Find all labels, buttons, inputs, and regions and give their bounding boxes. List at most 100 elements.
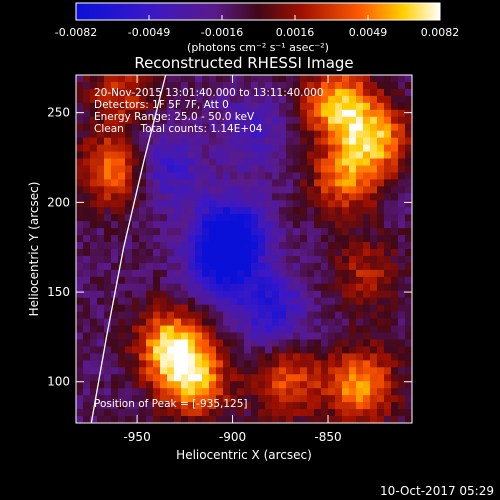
heatmap-cell [209,339,217,348]
heatmap-cell [104,332,112,341]
heatmap-cell [90,214,98,222]
heatmap-cell [272,346,280,354]
heatmap-cell [335,165,343,174]
heatmap-cell [118,123,126,132]
heatmap-cell [244,339,252,348]
heatmap-cell [321,228,329,236]
heatmap-cell [258,367,266,375]
heatmap-cell [76,367,84,375]
heatmap-cell [216,381,224,389]
heatmap-cell [153,402,161,410]
heatmap-cell [188,374,196,382]
heatmap-cell [356,102,364,111]
heatmap-cell [153,102,161,111]
heatmap-cell [391,339,399,348]
heatmap-cell [181,95,189,104]
heatmap-cell [90,158,98,167]
heatmap-cell [300,200,308,208]
heatmap-cell [293,402,301,410]
heatmap-cell [314,290,322,299]
heatmap-cell [286,367,294,375]
heatmap-cell [286,116,294,125]
heatmap-cell [104,402,112,410]
heatmap-cell [342,381,350,389]
heatmap-cell [111,123,119,132]
heatmap-cell [279,214,287,222]
heatmap-cell [216,144,224,153]
heatmap-cell [90,116,98,125]
heatmap-cell [398,388,406,396]
heatmap-cell [244,193,252,201]
heatmap-cell [349,290,357,299]
heatmap-cell [405,318,412,327]
heatmap-cell [125,81,133,90]
heatmap-cell [83,276,91,285]
heatmap-cell [265,179,273,187]
heatmap-cell [384,374,392,382]
heatmap-cell [118,290,126,299]
heatmap-cell [363,116,371,125]
heatmap-cell [258,297,266,306]
heatmap-cell [167,186,175,194]
heatmap-cell [209,137,217,146]
heatmap-cell [216,75,224,83]
heatmap-cell [90,186,98,194]
heatmap-cell [384,137,392,146]
heatmap-cell [363,381,371,389]
heatmap-cell [307,228,315,236]
heatmap-cell [342,116,350,125]
heatmap-cell [279,151,287,160]
heatmap-cell [314,339,322,348]
heatmap-cell [300,346,308,354]
heatmap-cell [237,172,245,180]
heatmap-cell [167,158,175,167]
heatmap-cell [349,276,357,285]
heatmap-cell [342,207,350,215]
heatmap-cell [83,214,91,222]
tick-label: -900 [219,430,246,444]
heatmap-cell [328,346,336,354]
heatmap-cell [167,207,175,215]
heatmap-cell [181,158,189,167]
heatmap-cell [174,123,182,132]
heatmap-cell [398,81,406,90]
heatmap-cell [146,165,154,174]
heatmap-cell [279,353,287,361]
heatmap-cell [174,221,182,229]
heatmap-cell [342,95,350,104]
heatmap-cell [153,172,161,180]
heatmap-cell [363,297,371,306]
heatmap-cell [167,283,175,292]
heatmap-cell [139,367,147,375]
heatmap-cell [258,158,266,167]
heatmap-cell [139,158,147,167]
heatmap-cell [118,109,126,118]
heatmap-cell [90,88,98,97]
heatmap-cell [167,102,175,111]
heatmap-cell [223,109,231,118]
heatmap-cell [132,75,140,83]
heatmap-cell [104,172,112,180]
heatmap-cell [293,214,301,222]
heatmap-cell [153,318,161,327]
heatmap-cell [342,388,350,396]
heatmap-cell [237,367,245,375]
heatmap-cell [272,269,280,278]
heatmap-cell [181,332,189,341]
heatmap-cell [202,395,210,403]
heatmap-cell [391,193,399,201]
heatmap-cell [139,395,147,403]
heatmap-cell [251,381,259,389]
heatmap-cell [118,151,126,160]
heatmap-cell [293,130,301,139]
heatmap-cell [356,249,364,257]
heatmap-cell [342,242,350,250]
heatmap-cell [181,214,189,222]
heatmap-cell [216,158,224,167]
heatmap-cell [90,242,98,250]
heatmap-cell [244,388,252,396]
heatmap-cell [286,228,294,236]
heatmap-cell [300,193,308,201]
heatmap-cell [251,235,259,243]
